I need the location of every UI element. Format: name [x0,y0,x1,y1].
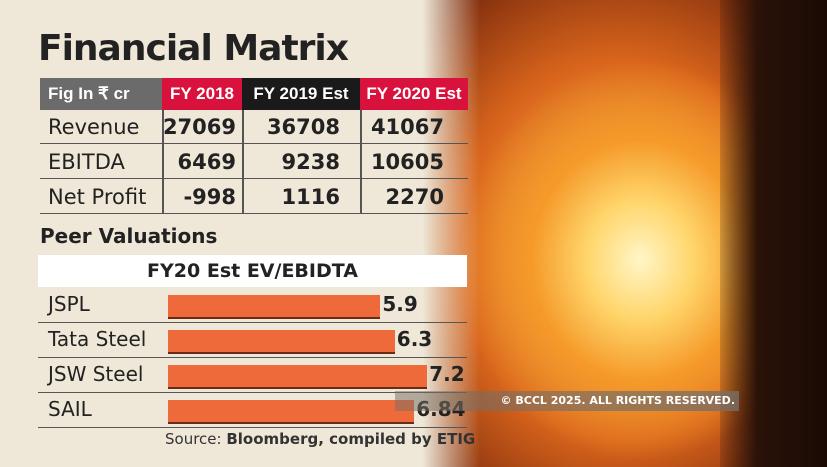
table-cell: 9238 [242,145,360,179]
bar [168,330,395,354]
source-prefix: Source: [165,430,227,448]
table-header-cell: Fig In ₹ cr [40,78,162,110]
bar [168,400,415,424]
table-cell: 41067 [360,110,468,144]
category-label: JSPL [48,292,90,316]
bar-row: JSW Steel 7.2 [38,357,467,393]
row-label: Net Profit [40,180,162,214]
table-cell: 2270 [360,180,468,214]
table-header-cell: FY 2019 Est [242,78,360,110]
bar-row: JSPL 5.9 [38,287,467,323]
table-header-cell: FY 2018 [162,78,242,110]
row-label: Revenue [40,110,162,144]
category-label: JSW Steel [48,362,144,386]
data-label: 6.3 [396,327,433,351]
copyright-watermark: © BCCL 2025. ALL RIGHTS RESERVED. [395,391,739,411]
bar [168,365,428,389]
table-cell: -998 [162,180,242,214]
bar [168,295,381,319]
table-divider [360,110,362,214]
page-title: Financial Matrix [38,28,349,69]
source-text: Bloomberg, compiled by ETIG [226,430,476,448]
table-cell: 6469 [162,145,242,179]
row-label: EBITDA [40,145,162,179]
category-label: Tata Steel [48,327,147,351]
photo-dark-machinery [720,0,827,467]
section-title: Peer Valuations [40,224,218,248]
data-label: 5.9 [382,292,418,316]
chart-title: FY20 Est EV/EBIDTA [38,255,467,287]
table-divider [162,110,164,214]
bar-row: Tata Steel 6.3 [38,322,467,358]
data-label: 7.2 [429,362,465,386]
source-note: Source: Bloomberg, compiled by ETIG [165,430,475,448]
table-cell: 1116 [242,180,360,214]
category-label: SAIL [48,397,92,421]
table-cell: 36708 [242,110,360,144]
table-divider [242,110,244,214]
table-header-cell: FY 2020 Est [360,78,468,110]
infographic-panel [0,0,480,467]
table-cell: 10605 [360,145,468,179]
table-cell: 27069 [162,110,242,144]
